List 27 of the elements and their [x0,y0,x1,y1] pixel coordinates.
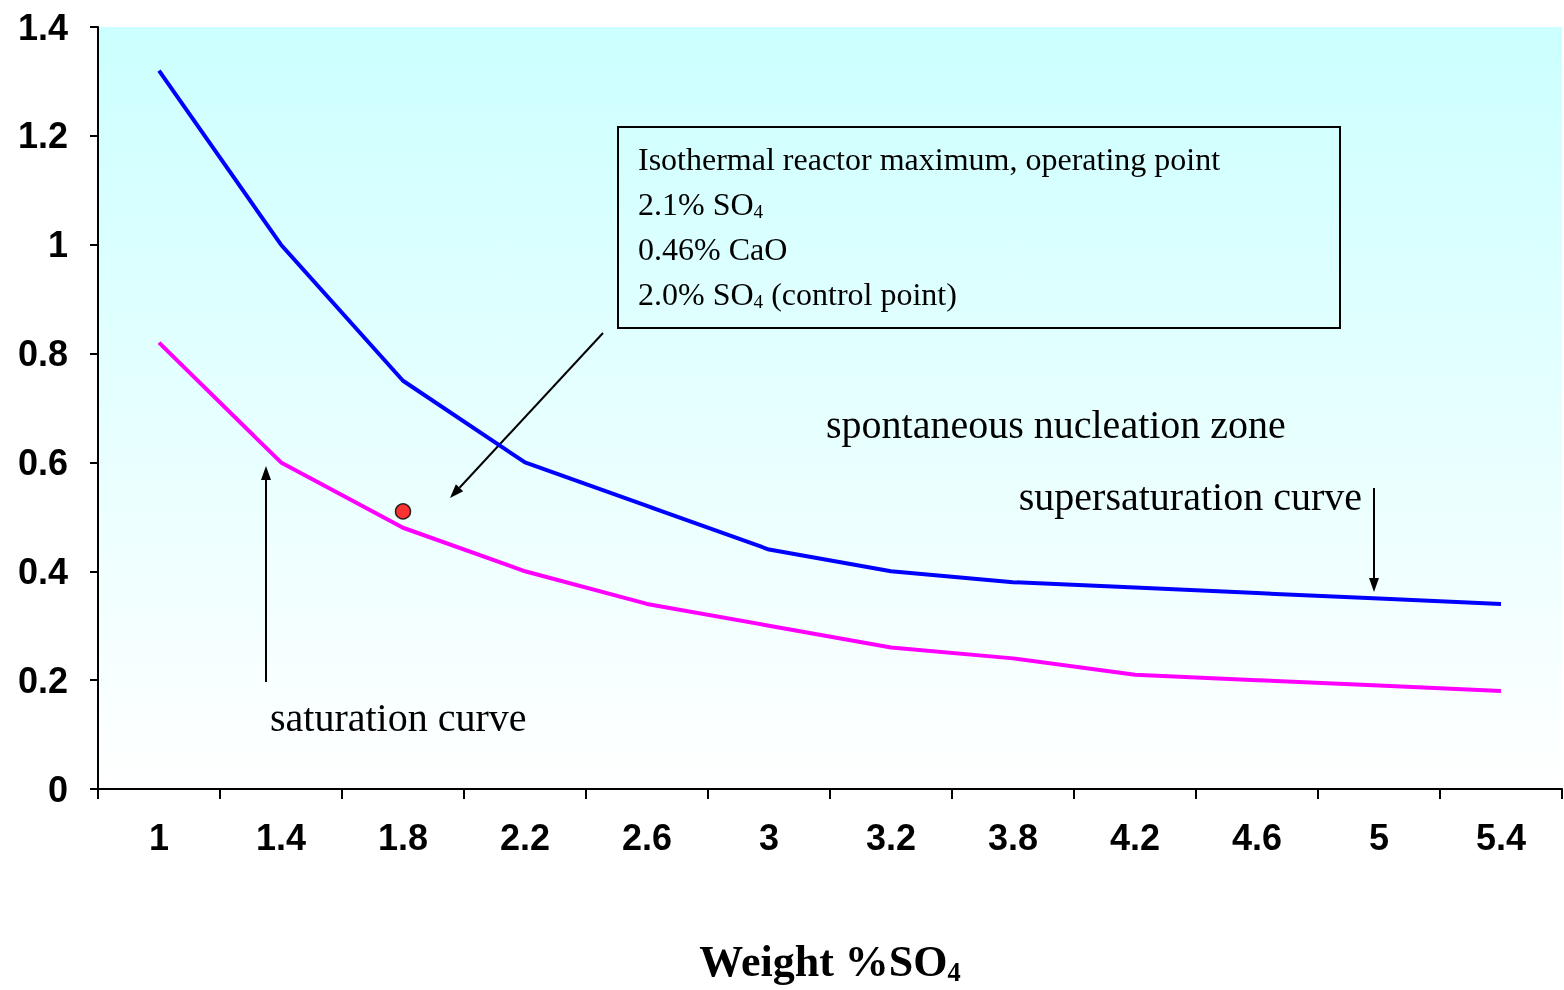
y-tick-label: 0.4 [17,550,68,592]
annotation: saturation curve [270,694,527,740]
x-tick-label: 2.2 [499,816,551,858]
y-tick-label: 1.4 [17,6,68,48]
x-tick-label: 4.2 [1109,816,1161,858]
y-tick-label: 0 [47,768,68,810]
x-tick-label: 3 [758,816,780,858]
line-series [157,68,1503,606]
x-tick-label: 4.6 [1231,816,1283,858]
x-tick-label: 1.4 [255,816,307,858]
x-tick-label: 1.8 [377,816,429,858]
y-tick-label: 1.2 [17,115,68,157]
line-series [157,340,1503,694]
y-tick-label: 0.2 [17,659,68,701]
y-tick-label: 0.8 [17,333,68,375]
y-tick-label: 1 [47,224,68,266]
x-tick-label: 1 [148,816,170,858]
x-tick-label: 3.2 [865,816,917,858]
annotation: spontaneous nucleation zone [826,401,1286,447]
y-tick-label: 0.6 [17,441,68,483]
x-axis-title: Weight %SO4 [699,937,961,987]
x-tick-label: 3.8 [987,816,1039,858]
x-tick-label: 5.4 [1475,816,1527,858]
annotation: supersaturation curve [1018,473,1362,519]
x-tick-label: 5 [1368,816,1390,858]
x-tick-label: 2.6 [621,816,673,858]
annotation: Isothermal reactor maximum, operating point 2.1% SO4 0.46% CaO 2.0% SO4 (control point) [638,141,1221,312]
